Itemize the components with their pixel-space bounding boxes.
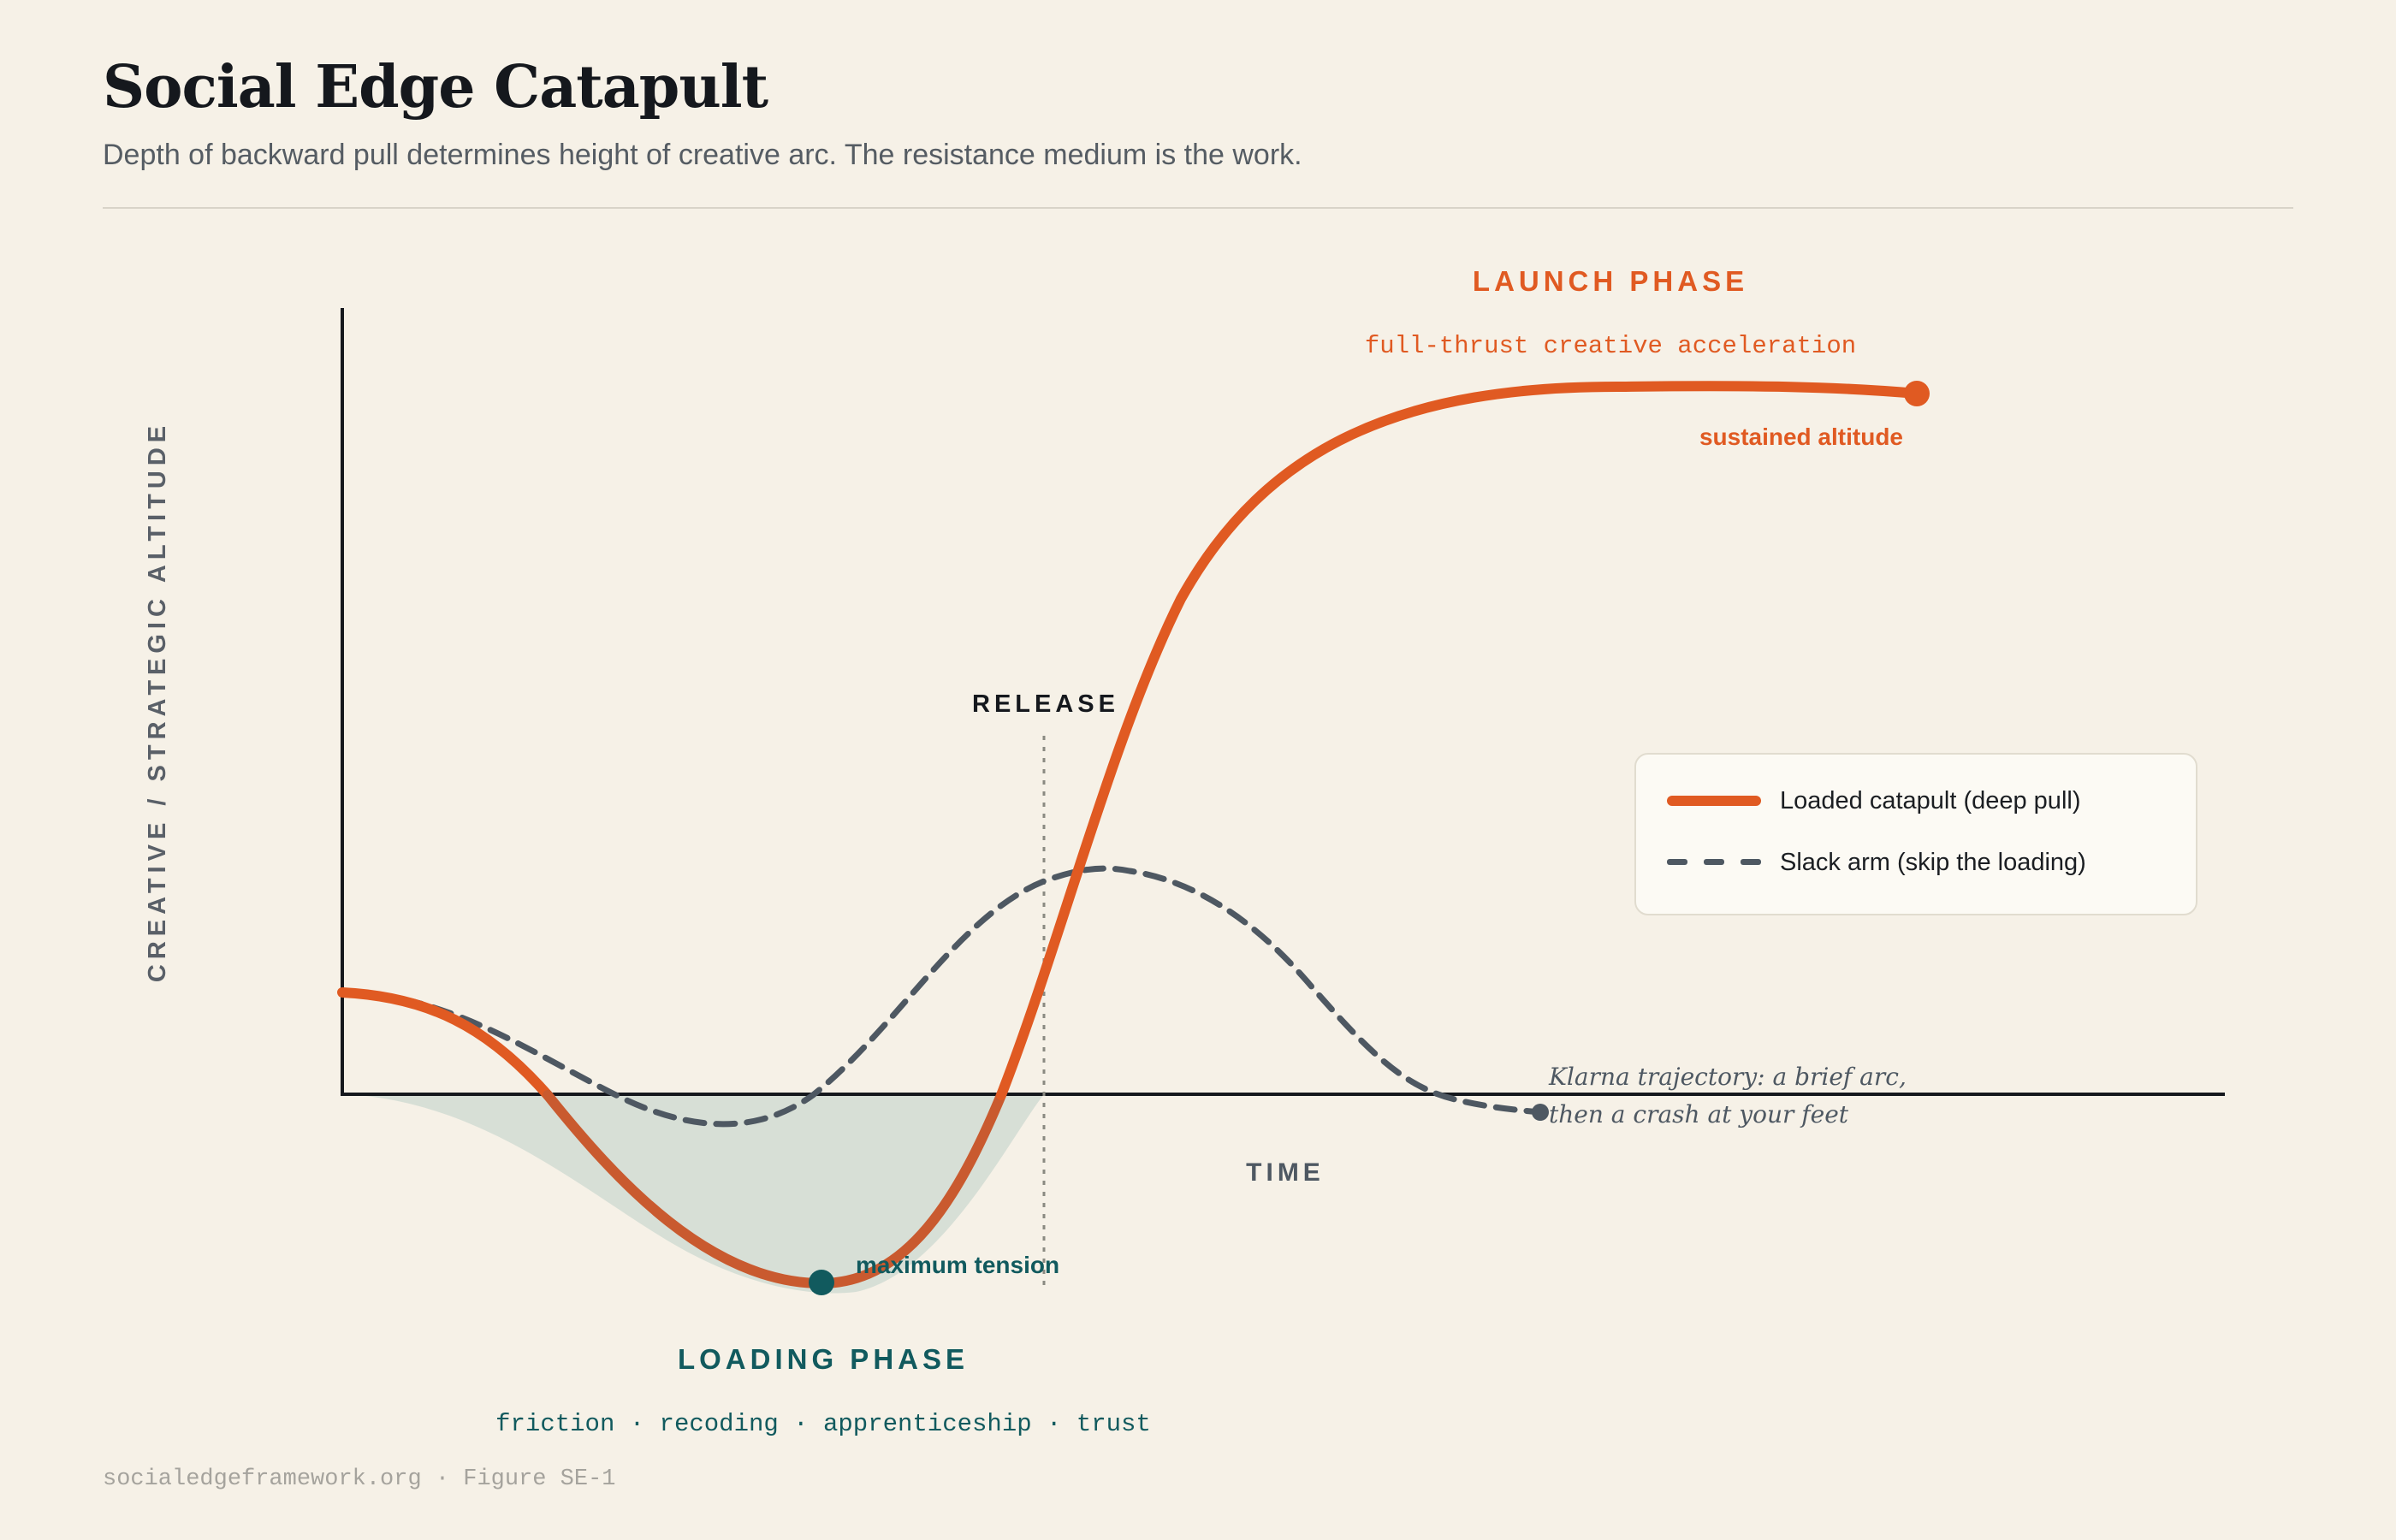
klarna-annotation-line2: then a crash at your feet [1549,1100,1849,1128]
sustained-altitude-point [1904,381,1930,406]
launch-phase-subtitle: full-thrust creative acceleration [1365,332,1856,360]
launch-phase-label: LAUNCH PHASE [1473,265,1748,297]
maximum-tension-point [809,1270,834,1295]
header-divider [103,207,2293,209]
page-subtitle: Depth of backward pull determines height… [103,139,1302,171]
slack-arm-end-point [1532,1104,1549,1121]
legend-swatch-solid [1667,784,1761,818]
klarna-annotation-line1: Klarna trajectory: a brief arc, [1548,1063,1907,1091]
loading-phase-region [342,1094,1044,1294]
x-axis-label: TIME [1246,1158,1325,1187]
legend-item-slack: Slack arm (skip the loading) [1667,845,2086,880]
sustained-altitude-label: sustained altitude [1699,424,1903,450]
maximum-tension-label: maximum tension [856,1252,1059,1278]
footer-credit: socialedgeframework.org · Figure SE-1 [103,1466,616,1492]
legend-label-slack: Slack arm (skip the loading) [1780,848,2086,876]
loading-phase-subtitle: friction · recoding · apprenticeship · t… [495,1410,1151,1438]
legend-swatch-dashed [1667,845,1761,880]
release-label: RELEASE [972,690,1119,718]
legend: Loaded catapult (deep pull) Slack arm (s… [1634,753,2197,915]
loaded-curve-launch [996,381,1922,1100]
legend-item-loaded: Loaded catapult (deep pull) [1667,784,2080,818]
page-title: Social Edge Catapult [103,53,768,121]
loading-phase-label: LOADING PHASE [678,1343,969,1375]
legend-label-loaded: Loaded catapult (deep pull) [1780,786,2081,814]
y-axis-label: CREATIVE / STRATEGIC ALTITUDE [144,421,171,982]
loaded-curve-start [337,987,553,1100]
slack-arm-curve [339,865,1544,1128]
